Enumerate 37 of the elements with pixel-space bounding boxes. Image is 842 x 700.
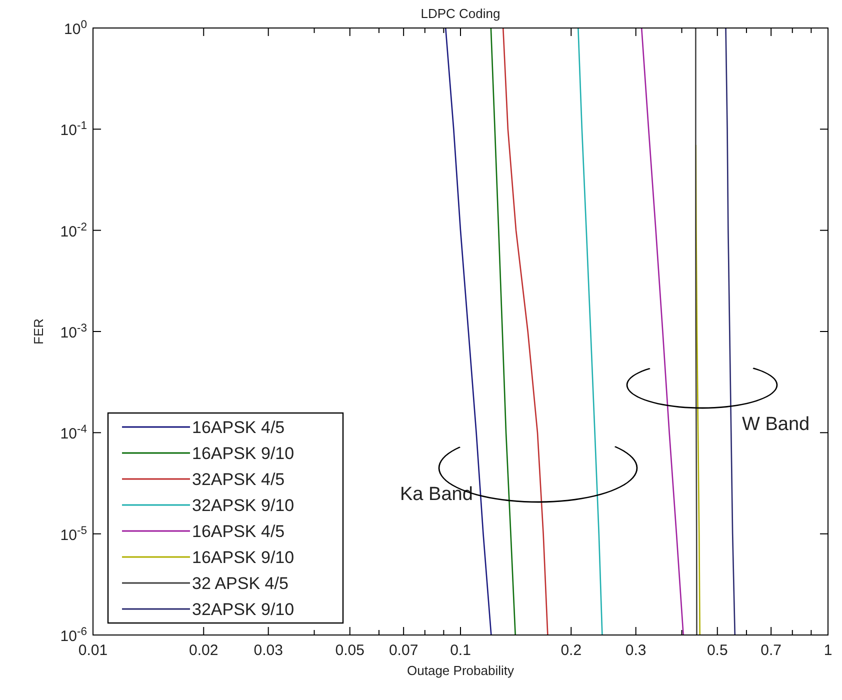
x-tick-label: 0.1 — [450, 642, 471, 659]
line-series — [640, 28, 684, 635]
x-tick-label: 0.07 — [388, 642, 418, 659]
y-tick-label: 10$^{-2}$ — [60, 221, 87, 240]
legend-label: 32APSK 9/10 — [192, 496, 294, 515]
legend-label: 16APSK 9/10 — [192, 548, 294, 567]
chart-title: LDPC Coding — [420, 6, 500, 21]
y-tick-label: 10$^{-3}$ — [60, 322, 87, 342]
y-tick-label: 10$^{0}$ — [64, 19, 87, 38]
x-tick-label: 0.2 — [560, 642, 582, 659]
x-axis-title: Outage Probability — [407, 663, 514, 678]
y-axis-title: FER — [31, 318, 46, 344]
y-tick-label: 10$^{-1}$ — [60, 120, 87, 140]
legend-label: 32APSK 4/5 — [192, 470, 285, 489]
legend-label: 32APSK 9/10 — [192, 600, 294, 619]
x-tick-label: 0.5 — [706, 642, 728, 659]
line-series — [490, 28, 516, 635]
legend-label: 16APSK 9/10 — [192, 444, 294, 463]
y-tick-label: 10$^{-5}$ — [60, 524, 87, 544]
legend-label: 16APSK 4/5 — [192, 418, 285, 437]
line-series — [725, 28, 736, 635]
x-tick-label: 1 — [824, 642, 832, 659]
x-tick-label: 0.7 — [760, 642, 782, 659]
y-tick-label: 10$^{-4}$ — [60, 424, 87, 443]
x-tick-label: 0.3 — [625, 642, 646, 659]
legend-label: 32 APSK 4/5 — [192, 574, 288, 593]
x-tick-label: 0.03 — [254, 642, 283, 659]
annotation: Ka Band — [400, 484, 473, 505]
line-series — [502, 28, 548, 635]
annotation: W Band — [742, 414, 810, 435]
line-series — [578, 28, 603, 635]
y-tick-label: 10$^{-6}$ — [60, 626, 87, 645]
line-series — [695, 28, 698, 635]
legend-label: 16APSK 4/5 — [192, 522, 285, 541]
x-tick-label: 0.02 — [189, 642, 218, 659]
x-tick-label: 0.01 — [78, 642, 108, 659]
x-tick-label: 0.05 — [335, 642, 364, 659]
